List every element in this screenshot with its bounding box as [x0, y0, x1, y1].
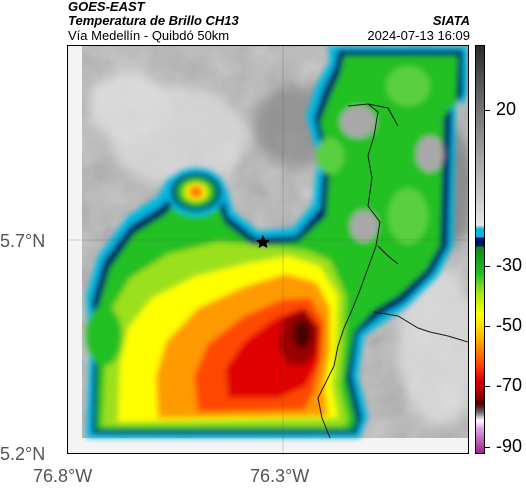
- colorbar-tick-20: [485, 110, 490, 111]
- lon-label-west: 76.8°W: [33, 466, 93, 486]
- cold-cloud-system: [86, 46, 468, 438]
- colorbar-label-minus30: -30: [496, 255, 523, 275]
- colorbar-tick-minus90: [485, 447, 490, 448]
- lat-label-north: 5.7°N: [0, 231, 46, 251]
- colorbar-label-20: 20: [496, 99, 517, 119]
- region-label: Vía Medellín - Quibdó 50km: [68, 28, 230, 43]
- colorbar-label-minus50: -50: [496, 315, 523, 335]
- lat-label-south: 5.2°N: [0, 444, 46, 464]
- satellite-map[interactable]: [67, 45, 469, 454]
- organization-label: SIATA: [432, 13, 470, 28]
- colorbar-tick-minus50: [485, 326, 490, 327]
- colorbar: [475, 45, 485, 454]
- satellite-name: GOES-EAST: [68, 0, 145, 14]
- colorbar-tick-minus70: [485, 386, 490, 387]
- grid-lines: [68, 46, 468, 453]
- colorbar-label-minus90: -90: [496, 436, 523, 456]
- datetime-label: 2024-07-13 16:09: [367, 28, 470, 43]
- border-lines: [317, 103, 468, 439]
- colorbar-tick-minus30: [485, 266, 490, 267]
- lon-label-east: 76.3°W: [250, 466, 310, 486]
- product-title: Temperatura de Brillo CH13: [68, 13, 239, 28]
- star-icon: [256, 235, 270, 248]
- colorbar-label-minus70: -70: [496, 375, 523, 395]
